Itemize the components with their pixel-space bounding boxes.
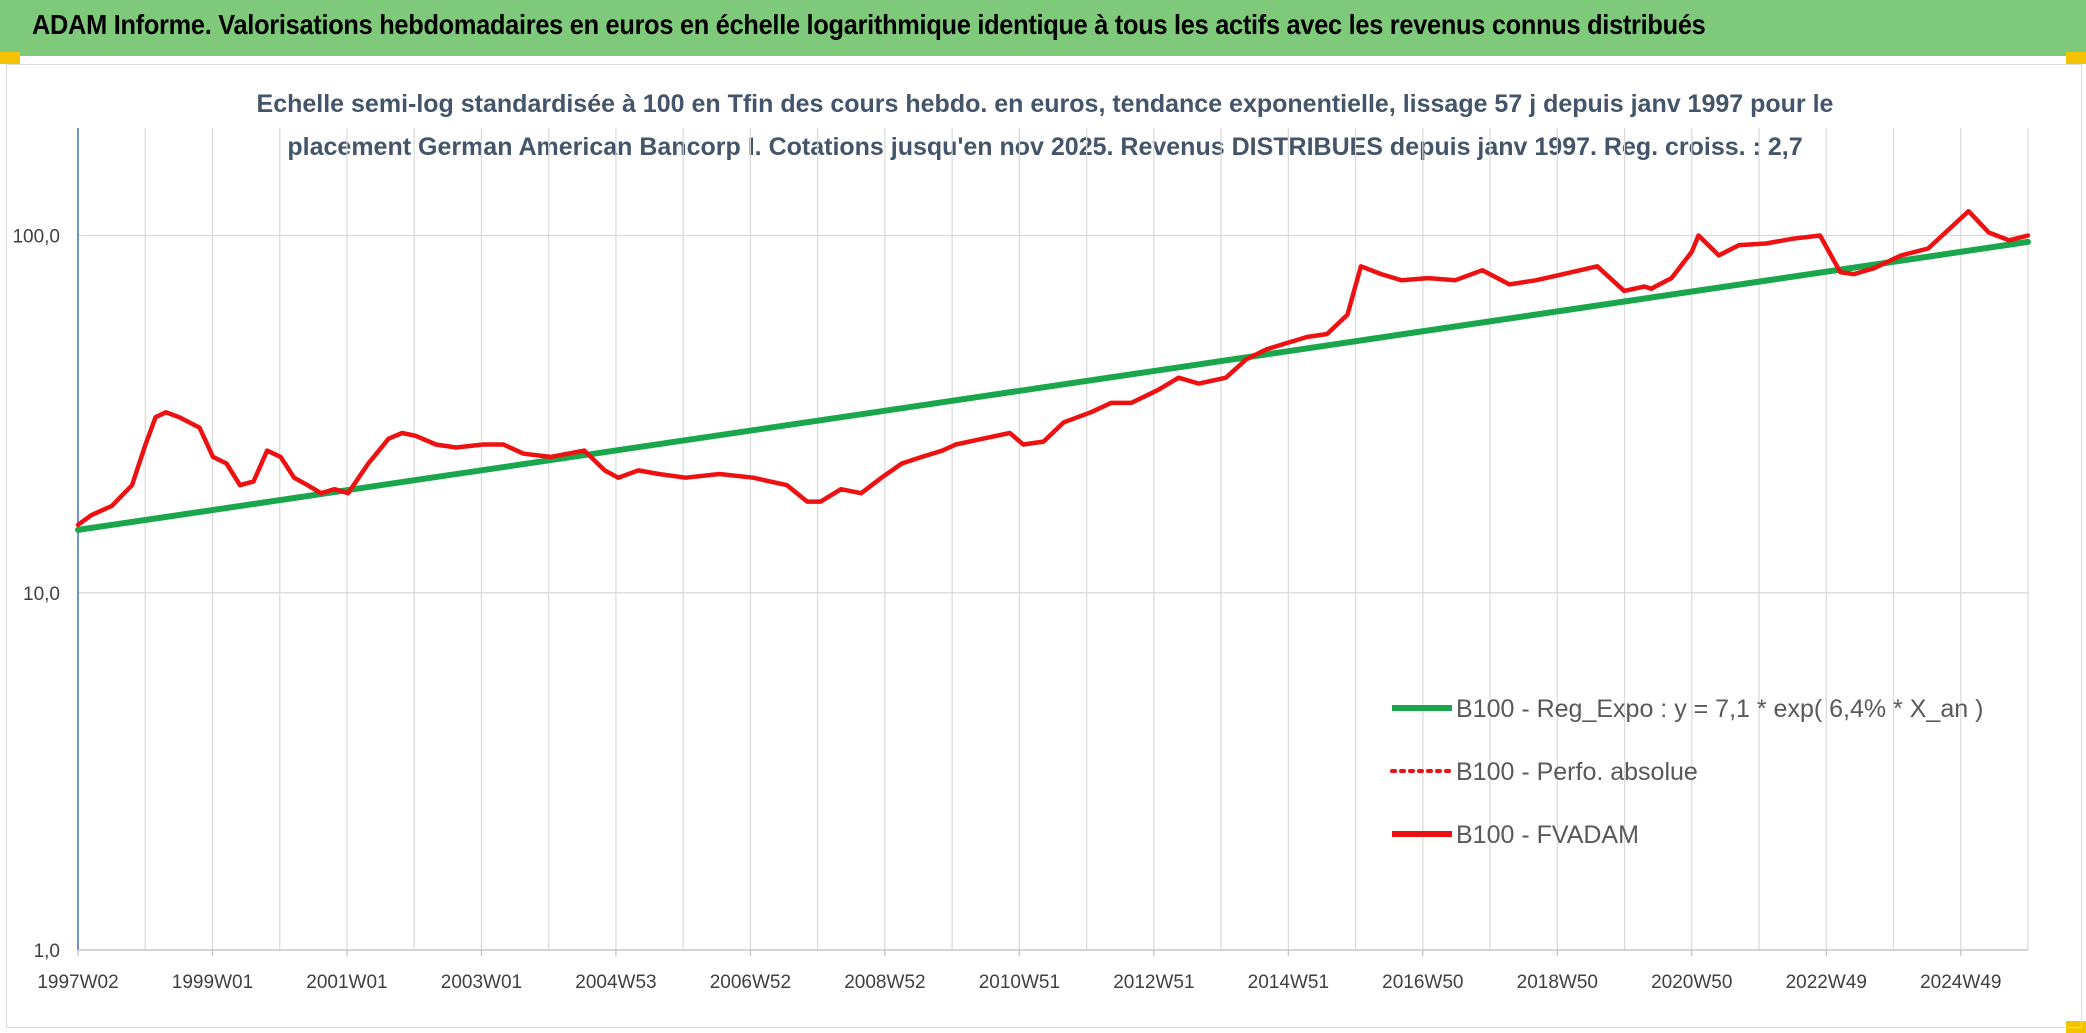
corner-mark-left	[0, 52, 20, 64]
chart-frame	[6, 64, 2082, 1028]
page-title: ADAM Informe. Valorisations hebdomadaire…	[32, 9, 1706, 40]
x-tick-label: 2024W49	[1920, 972, 2001, 993]
legend: B100 - Reg_Expo : y = 7,1 * exp( 6,4% * …	[1390, 695, 1983, 849]
x-tick-label: 2003W01	[441, 972, 522, 993]
x-tick-label: 2016W50	[1382, 972, 1463, 993]
x-tick-label: 2001W01	[306, 972, 387, 993]
legend-label: B100 - Perfo. absolue	[1456, 758, 1698, 786]
y-tick-label: 1,0	[34, 941, 60, 962]
x-tick-label: 2018W50	[1517, 972, 1598, 993]
chart-subtitle-line-2: placement German American Bancorp I. Cot…	[287, 133, 1803, 161]
y-tick-label: 100,0	[12, 227, 60, 248]
x-tick-label: 2014W51	[1248, 972, 1329, 993]
legend-label: B100 - FVADAM	[1456, 821, 1639, 849]
x-tick-label: 2004W53	[575, 972, 656, 993]
grid-lines	[78, 128, 2029, 951]
chart-subtitle-line-1: Echelle semi-log standardisée à 100 en T…	[256, 90, 1834, 118]
x-tick-label: 2008W52	[844, 972, 925, 993]
series-line	[75, 208, 2031, 528]
corner-mark-right	[2066, 52, 2086, 64]
x-tick-label: 2020W50	[1651, 972, 1732, 993]
legend-label: B100 - Reg_Expo : y = 7,1 * exp( 6,4% * …	[1456, 695, 1983, 723]
x-tick-label: 2012W51	[1113, 972, 1194, 993]
x-tick-label: 2006W52	[710, 972, 791, 993]
x-tick-label: 1997W02	[37, 972, 118, 993]
series-line	[75, 238, 2031, 533]
header-bar: ADAM Informe. Valorisations hebdomadaire…	[0, 0, 2086, 56]
series-lines	[75, 208, 2031, 533]
x-tick-label: 2022W49	[1786, 972, 1867, 993]
y-tick-label: 10,0	[23, 584, 60, 605]
axes: 1,0 10,0 100,0 1997W02 1999W01 2001W01 2003W01…	[12, 128, 2028, 993]
x-tick-label: 2010W51	[979, 972, 1060, 993]
x-tick-label: 1999W01	[172, 972, 253, 993]
